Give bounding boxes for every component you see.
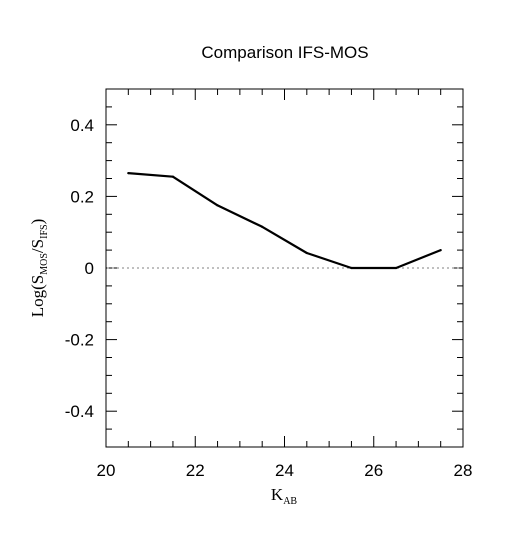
y-tick-labels: 0.4 0.2 0 -0.2 -0.4 <box>65 116 94 421</box>
series-line <box>128 172 442 270</box>
chart-title: Comparison IFS-MOS <box>201 43 368 62</box>
x-tick-label: 28 <box>454 461 473 480</box>
data-point <box>350 266 353 270</box>
x-tick-label: 20 <box>97 461 116 480</box>
data-point <box>305 251 308 255</box>
minor-ticks <box>106 88 463 448</box>
y-tick-label: 0.2 <box>70 187 94 206</box>
plot-frame <box>105 88 464 448</box>
y-axis-label-prefix: Log(S <box>28 275 47 318</box>
y-axis-label-mid: /S <box>28 239 47 253</box>
data-point <box>216 204 219 207</box>
y-axis-label-suffix: ) <box>28 219 47 225</box>
y-tick-label: 0.4 <box>70 116 94 135</box>
y-tick-label: 0 <box>85 259 94 278</box>
x-tick-label: 24 <box>275 461 294 480</box>
x-axis-label: KAB <box>271 485 298 507</box>
data-point <box>394 266 398 270</box>
data-point <box>171 175 175 178</box>
y-axis-label-sub2: IFS <box>39 224 50 238</box>
x-tick-label: 26 <box>364 461 383 480</box>
y-tick-label: -0.4 <box>65 402 94 421</box>
x-axis-label-sub: AB <box>283 496 297 507</box>
major-ticks <box>105 89 464 447</box>
y-axis-label-sub1: MOS <box>39 253 50 275</box>
data-point <box>127 172 130 175</box>
y-tick-label: -0.2 <box>65 331 94 350</box>
data-points <box>127 172 442 270</box>
x-tick-labels: 20 22 24 26 28 <box>97 461 473 480</box>
x-axis-label-main: K <box>271 485 284 504</box>
y-axis-label: Log(SMOS/SIFS) <box>28 219 50 318</box>
data-point <box>439 249 442 252</box>
x-tick-label: 22 <box>186 461 205 480</box>
data-point <box>261 225 264 228</box>
